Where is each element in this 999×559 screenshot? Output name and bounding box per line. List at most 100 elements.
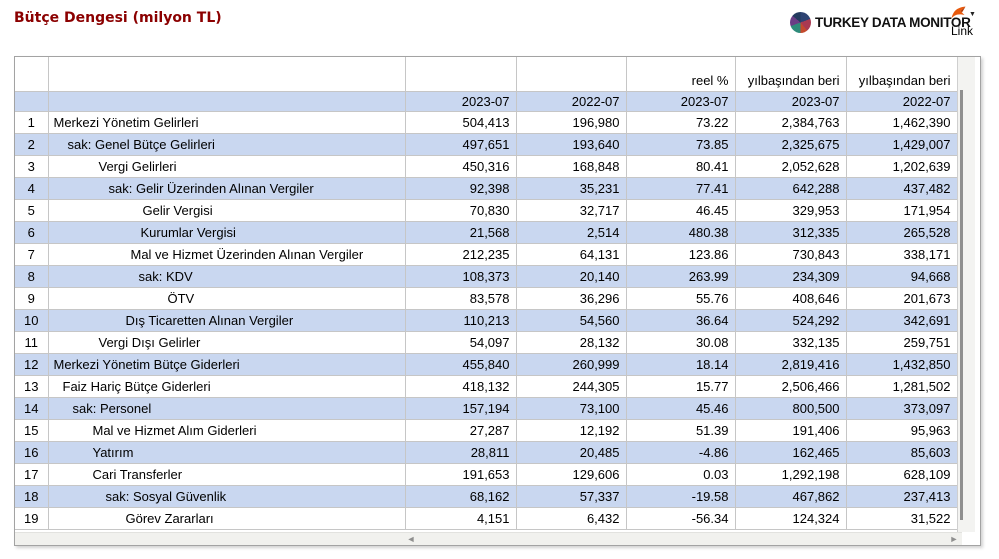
row-number: 7 [15, 243, 49, 266]
cell-value: 1,281,502 [846, 375, 958, 398]
brand-logo-block[interactable]: TURKEY DATA MONITOR [790, 10, 971, 34]
scroll-right-icon[interactable]: ► [949, 534, 959, 544]
group-header-cell [15, 57, 49, 92]
column-header-row: 2023-07 2022-07 2023-07 2023-07 2022-07 [15, 91, 958, 112]
table-row[interactable]: 9 ÖTV 83,578 36,296 55.76 408,646 201,673 [15, 287, 958, 310]
cell-value: 83,578 [405, 287, 517, 310]
table-row[interactable]: 2 sak: Genel Bütçe Gelirleri 497,651 193,64… [15, 133, 958, 156]
row-label: Merkezi Yönetim Bütçe Giderleri [48, 353, 406, 376]
cell-value: 6,432 [516, 507, 627, 530]
cell-value: 30.08 [626, 331, 736, 354]
cell-value: 2,325,675 [735, 133, 847, 156]
row-label: Cari Transferler [48, 463, 406, 486]
cell-value: 168,848 [516, 155, 627, 178]
table-row[interactable]: 19 Görev Zararları 4,151 6,432 -56.34 124,324… [15, 507, 958, 530]
row-number: 17 [15, 463, 49, 486]
cell-value: 46.45 [626, 199, 736, 222]
cell-value: 342,691 [846, 309, 958, 332]
cell-value: 21,568 [405, 221, 517, 244]
vertical-scrollbar[interactable] [957, 57, 975, 532]
table-row[interactable]: 8 sak: KDV 108,373 20,140 263.99 234,309 94,66… [15, 265, 958, 288]
row-label: Gelir Vergisi [48, 199, 406, 222]
table-row[interactable]: 14 sak: Personel 157,194 73,100 45.46 800,500… [15, 397, 958, 420]
table-row[interactable]: 15 Mal ve Hizmet Alım Giderleri 27,287 12,1… [15, 419, 958, 442]
cell-value: 124,324 [735, 507, 847, 530]
cell-value: 77.41 [626, 177, 736, 200]
cell-value: 68,162 [405, 485, 517, 508]
row-number: 19 [15, 507, 49, 530]
cell-value: 36,296 [516, 287, 627, 310]
cell-value: 312,335 [735, 221, 847, 244]
row-label: Kurumlar Vergisi [48, 221, 406, 244]
cell-value: 2,506,466 [735, 375, 847, 398]
cell-value: 628,109 [846, 463, 958, 486]
row-label: sak: Personel [48, 397, 406, 420]
cell-value: 45.46 [626, 397, 736, 420]
row-number: 16 [15, 441, 49, 464]
column-header-cell: 2022-07 [516, 91, 627, 112]
cell-value: 332,135 [735, 331, 847, 354]
row-number: 11 [15, 331, 49, 354]
table-row[interactable]: 6 Kurumlar Vergisi 21,568 2,514 480.38 312,33… [15, 221, 958, 244]
cell-value: 212,235 [405, 243, 517, 266]
cell-value: 497,651 [405, 133, 517, 156]
cell-value: 36.64 [626, 309, 736, 332]
cell-value: -4.86 [626, 441, 736, 464]
cell-value: 524,292 [735, 309, 847, 332]
scroll-left-icon[interactable]: ◄ [406, 534, 416, 544]
row-label: sak: Genel Bütçe Gelirleri [48, 133, 406, 156]
cell-value: 94,668 [846, 265, 958, 288]
cell-value: 12,192 [516, 419, 627, 442]
cell-value: 20,140 [516, 265, 627, 288]
cell-value: 329,953 [735, 199, 847, 222]
cell-value: 80.41 [626, 155, 736, 178]
budget-table-body: 1 Merkezi Yönetim Gelirleri 504,413 196,980… [15, 111, 958, 530]
cell-value: 85,603 [846, 441, 958, 464]
cell-value: 2,052,628 [735, 155, 847, 178]
data-table-panel: reel % yılbaşından beri yılbaşından beri… [14, 56, 981, 546]
row-label: Merkezi Yönetim Gelirleri [48, 111, 406, 134]
table-row[interactable]: 4 sak: Gelir Üzerinden Alınan Vergiler 92,… [15, 177, 958, 200]
row-number: 10 [15, 309, 49, 332]
cell-value: 32,717 [516, 199, 627, 222]
column-header-cell: 2023-07 [626, 91, 736, 112]
cell-value: 54,097 [405, 331, 517, 354]
cell-value: 57,337 [516, 485, 627, 508]
horizontal-scrollbar[interactable]: ◄ ► [15, 532, 962, 545]
group-header-cell: yılbaşından beri [846, 57, 958, 92]
row-label: Görev Zararları [48, 507, 406, 530]
link-button[interactable]: ▼ Link [945, 3, 979, 38]
table-row[interactable]: 13 Faiz Hariç Bütçe Giderleri 418,132 244,3… [15, 375, 958, 398]
cell-value: 20,485 [516, 441, 627, 464]
table-row[interactable]: 10 Dış Ticaretten Alınan Vergiler 110,213 5… [15, 309, 958, 332]
row-number: 1 [15, 111, 49, 134]
table-row[interactable]: 18 sak: Sosyal Güvenlik 68,162 57,337 -19.58… [15, 485, 958, 508]
cell-value: 162,465 [735, 441, 847, 464]
cell-value: 455,840 [405, 353, 517, 376]
table-row[interactable]: 1 Merkezi Yönetim Gelirleri 504,413 196,980… [15, 111, 958, 134]
cell-value: 28,132 [516, 331, 627, 354]
brand-name: TURKEY DATA MONITOR [815, 14, 971, 30]
cell-value: 642,288 [735, 177, 847, 200]
table-row[interactable]: 12 Merkezi Yönetim Bütçe Giderleri 455,840… [15, 353, 958, 376]
cell-value: 263.99 [626, 265, 736, 288]
cell-value: 73.22 [626, 111, 736, 134]
column-header-cell: 2023-07 [735, 91, 847, 112]
cell-value: 193,640 [516, 133, 627, 156]
link-label: Link [950, 24, 973, 38]
cell-value: 2,514 [516, 221, 627, 244]
table-row[interactable]: 17 Cari Transferler 191,653 129,606 0.03 1,29… [15, 463, 958, 486]
row-label: sak: Gelir Üzerinden Alınan Vergiler [48, 177, 406, 200]
vertical-scrollbar-thumb[interactable] [960, 90, 963, 520]
cell-value: 450,316 [405, 155, 517, 178]
row-label: Faiz Hariç Bütçe Giderleri [48, 375, 406, 398]
table-row[interactable]: 16 Yatırım 28,811 20,485 -4.86 162,465 85,603 [15, 441, 958, 464]
cell-value: 54,560 [516, 309, 627, 332]
table-row[interactable]: 3 Vergi Gelirleri 450,316 168,848 80.41 2,052… [15, 155, 958, 178]
table-row[interactable]: 7 Mal ve Hizmet Üzerinden Alınan Vergiler… [15, 243, 958, 266]
table-row[interactable]: 5 Gelir Vergisi 70,830 32,717 46.45 329,953 17… [15, 199, 958, 222]
column-header-cell: 2023-07 [405, 91, 517, 112]
table-row[interactable]: 11 Vergi Dışı Gelirler 54,097 28,132 30.08 33… [15, 331, 958, 354]
row-number: 6 [15, 221, 49, 244]
